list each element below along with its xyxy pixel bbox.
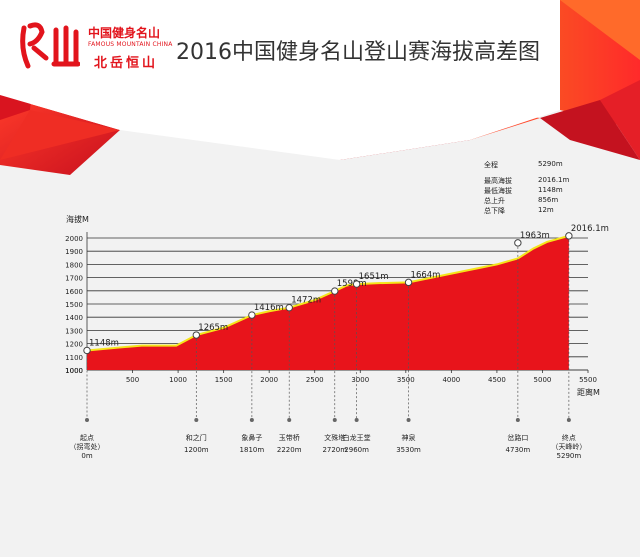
checkpoint-name: 起点 [80, 434, 94, 442]
checkpoint-marker [248, 311, 256, 319]
checkpoint-marker [285, 303, 293, 312]
checkpoint-name: 和之门 [186, 433, 207, 442]
brand-motto: 北岳恒山 [94, 56, 159, 71]
y-tick-label: 1000 [65, 367, 83, 375]
brand-name-cn: 中国健身名山 [88, 26, 161, 40]
checkpoint-dot [354, 418, 359, 422]
summary-value: 1148m [538, 186, 563, 194]
checkpoint-distance: 4730m [506, 446, 531, 454]
checkpoint-subname: （天峰岭） [551, 442, 586, 451]
x-tick-label: 1000 [169, 376, 187, 384]
summary-row: 全程 5290m [484, 160, 604, 171]
x-tick-label: 2500 [306, 376, 324, 384]
checkpoint-elevation-label: 1664m [411, 270, 441, 280]
checkpoint-dot [287, 418, 292, 422]
x-tick-label: 3500 [397, 376, 415, 384]
x-tick-label: 5500 [579, 376, 597, 384]
checkpoint-dot [515, 418, 520, 422]
checkpoint-distance: 1810m [240, 446, 265, 454]
checkpoint-marker [331, 287, 339, 295]
checkpoint-name: 文殊塔 [324, 433, 345, 442]
checkpoint-marker [514, 239, 522, 247]
x-tick-label: 2000 [260, 376, 278, 384]
summary-label: 最高海拔 [484, 177, 512, 185]
x-axis-label: 距离M [577, 387, 600, 397]
checkpoint-elevation-label: 1148m [89, 338, 119, 348]
checkpoint-marker [565, 232, 573, 240]
checkpoint-dot [249, 418, 254, 422]
y-tick-label: 1600 [65, 288, 83, 296]
checkpoint-elevation-label: 1416m [254, 303, 284, 313]
elevation-area [87, 235, 569, 370]
y-tick-label: 2000 [65, 235, 83, 243]
y-tick-label: 1000 [65, 367, 83, 375]
summary-value: 856m [538, 196, 559, 204]
checkpoint-subname: （拐弯处） [70, 442, 105, 451]
checkpoint-marker [404, 278, 413, 287]
x-tick-label: 5000 [534, 376, 552, 384]
checkpoint-marker [192, 331, 201, 339]
x-tick-label: 3000 [351, 376, 369, 384]
checkpoint-dot [406, 418, 411, 422]
checkpoint-elevation-label: 1651m [359, 272, 389, 282]
page-title: 2016中国健身名山登山赛海拔高差图 [176, 40, 540, 65]
checkpoint-name: 终点 [562, 433, 576, 442]
y-tick-label: 1700 [65, 275, 83, 283]
y-tick-label: 1300 [65, 327, 83, 335]
summary-value: 5290m [538, 160, 563, 168]
summary-value: 2016.1m [538, 176, 570, 184]
checkpoint-dot [332, 418, 337, 422]
logo-seal [16, 18, 81, 74]
checkpoint-distance: 5290m [557, 452, 582, 460]
checkpoint-dot [85, 418, 89, 422]
summary-label: 总下降 [484, 207, 505, 215]
y-tick-label: 1400 [65, 314, 83, 322]
checkpoint-name: 象鼻子 [241, 433, 262, 442]
y-tick-label: 1500 [65, 301, 83, 309]
checkpoint-distance: 2220m [277, 446, 302, 454]
checkpoint-distance: 2960m [344, 446, 369, 454]
checkpoint-name: 玉带桥 [279, 433, 300, 442]
summary-row: 最低海拔 1148m [484, 186, 604, 196]
summary-row: 总上升 856m [484, 196, 604, 206]
x-tick-label: 500 [126, 376, 139, 384]
checkpoint-marker [83, 346, 91, 355]
checkpoint-distance: 3530m [396, 446, 421, 454]
y-tick-label: 1900 [65, 248, 83, 256]
x-tick-label: 4000 [442, 376, 460, 384]
checkpoint-distance: 1200m [184, 446, 209, 454]
summary-row: 总下降 12m [484, 206, 604, 216]
checkpoint-name: 神泉 [402, 433, 416, 442]
checkpoint-elevation-label: 2016.1m [571, 224, 609, 234]
checkpoint-name: 白龙王堂 [343, 433, 371, 442]
logo-seal-icon [20, 22, 81, 69]
checkpoint-distance: 2720m [322, 446, 347, 454]
summary-label: 最低海拔 [484, 187, 512, 195]
checkpoint-elevation-label: 1472m [291, 296, 321, 306]
summary-table: 全程 5290m 最高海拔 2016.1m 最低海拔 1148m 总上升 856… [484, 160, 604, 216]
y-tick-label: 1200 [65, 341, 83, 349]
brand-logo: 中国健身名山 FAMOUS MOUNTAIN CHINA 北岳恒山 [16, 18, 172, 78]
checkpoint-elevation-label: 1963m [520, 231, 550, 241]
y-tick-label: 1100 [65, 354, 83, 362]
summary-label: 全程 [484, 161, 498, 169]
y-tick-label: 1800 [65, 261, 83, 269]
x-tick-label: 1500 [215, 376, 233, 384]
checkpoint-elevation-label: 1598m [337, 279, 367, 289]
brand-name-en: FAMOUS MOUNTAIN CHINA [88, 41, 173, 48]
checkpoint-dot [566, 418, 571, 422]
checkpoint-marker [352, 280, 361, 288]
x-tick-label: 4500 [488, 376, 506, 384]
checkpoint-distance: 0m [81, 452, 92, 460]
checkpoint-dot [194, 418, 199, 422]
checkpoint-name: 岔路口 [507, 433, 528, 442]
checkpoint-elevation-label: 1265m [198, 323, 228, 333]
summary-label: 总上升 [484, 197, 505, 205]
y-axis-label: 海拔M [66, 214, 89, 224]
summary-value: 12m [538, 206, 554, 214]
summary-row: 最高海拔 2016.1m [484, 176, 604, 186]
